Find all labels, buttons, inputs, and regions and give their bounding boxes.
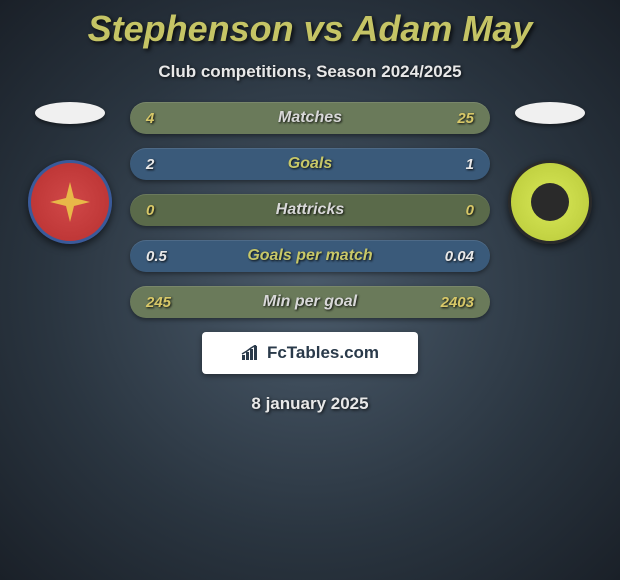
stat-label: Min per goal [263, 293, 357, 311]
page-title: Stephenson vs Adam May [0, 0, 620, 50]
brand-text: FcTables.com [267, 343, 379, 363]
left-flag-icon [35, 102, 105, 124]
stats-column: 4 Matches 25 2 Goals 1 0 Hattricks 0 0.5… [130, 102, 490, 374]
right-flag-icon [515, 102, 585, 124]
stat-label: Matches [278, 109, 342, 127]
stat-row: 4 Matches 25 [130, 102, 490, 134]
left-club-crest-icon [28, 160, 112, 244]
comparison-area: 4 Matches 25 2 Goals 1 0 Hattricks 0 0.5… [0, 102, 620, 374]
stat-right-value: 25 [457, 110, 474, 127]
stat-left-value: 2 [146, 156, 154, 173]
stat-left-value: 245 [146, 294, 171, 311]
stat-left-value: 0 [146, 202, 154, 219]
stat-row: 245 Min per goal 2403 [130, 286, 490, 318]
stat-right-value: 0.04 [445, 248, 474, 265]
right-player-col [500, 102, 600, 244]
stat-right-value: 0 [466, 202, 474, 219]
stat-label: Goals [288, 155, 332, 173]
stat-label: Goals per match [247, 247, 372, 265]
chart-icon [241, 345, 261, 361]
subtitle: Club competitions, Season 2024/2025 [0, 62, 620, 82]
stat-left-value: 0.5 [146, 248, 167, 265]
stat-row: 2 Goals 1 [130, 148, 490, 180]
date-text: 8 january 2025 [0, 394, 620, 414]
stat-row: 0.5 Goals per match 0.04 [130, 240, 490, 272]
brand-badge: FcTables.com [202, 332, 418, 374]
stat-label: Hattricks [276, 201, 344, 219]
stat-right-value: 2403 [441, 294, 474, 311]
right-club-crest-icon [508, 160, 592, 244]
stat-right-value: 1 [466, 156, 474, 173]
stat-row: 0 Hattricks 0 [130, 194, 490, 226]
left-player-col [20, 102, 120, 244]
stat-left-value: 4 [146, 110, 154, 127]
